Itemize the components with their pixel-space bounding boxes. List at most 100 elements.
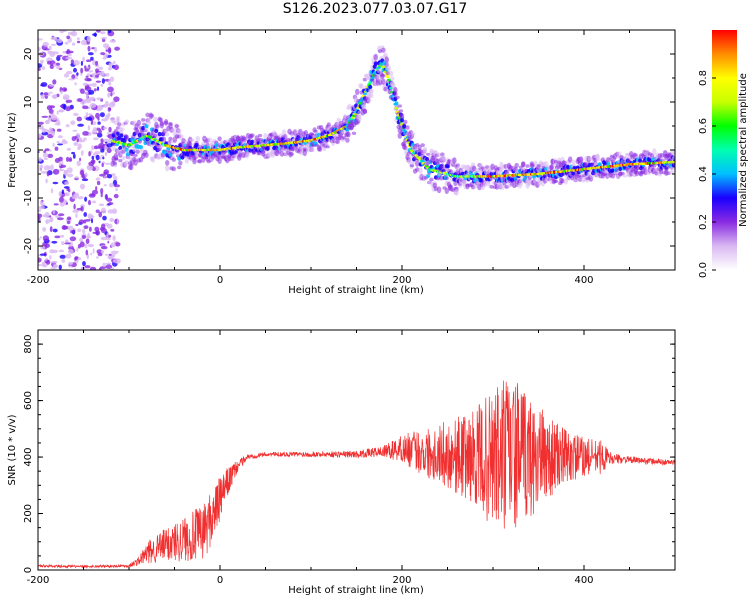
noise-blob [108, 138, 112, 144]
noise-blob [76, 160, 81, 167]
noise-blob [104, 152, 107, 157]
ridge-halo [305, 148, 311, 153]
noise-blob [102, 56, 107, 60]
noise-blob [103, 126, 107, 130]
noise-blob [56, 38, 63, 44]
noise-blob [108, 107, 112, 111]
noise-blob [93, 137, 99, 141]
noise-blob [56, 217, 64, 221]
noise-blob [98, 267, 102, 270]
noise-blob [38, 213, 43, 219]
noise-blob [77, 244, 81, 249]
y-tick-label: 20 [23, 48, 34, 61]
noise-blob [75, 223, 79, 227]
noise-blob [70, 120, 76, 125]
noise-blob [73, 141, 79, 146]
noise-blob [60, 234, 65, 238]
ridge-halo [192, 158, 197, 165]
ridge-halo [393, 87, 398, 94]
noise-blob [106, 197, 113, 202]
noise-blob [107, 131, 110, 135]
ridge-halo [124, 134, 129, 141]
ridge-halo [399, 112, 405, 120]
noise-blob [58, 264, 62, 270]
noise-blob [62, 139, 66, 143]
noise-blob [65, 253, 72, 259]
noise-blob [61, 189, 65, 194]
noise-blob [113, 96, 120, 102]
noise-blob [86, 235, 92, 239]
noise-blob [63, 104, 66, 111]
noise-blob [65, 124, 70, 128]
noise-blob [91, 129, 97, 135]
ridge-halo [150, 156, 156, 163]
ridge-halo [281, 129, 287, 136]
noise-blob [56, 140, 60, 144]
noise-blob [41, 131, 49, 136]
noise-blob [39, 168, 42, 172]
noise-blob [81, 39, 88, 46]
ridge-halo [197, 159, 203, 164]
noise-blob [56, 110, 59, 115]
ridge-halo [381, 47, 386, 53]
noise-blob [67, 248, 74, 255]
ridge-halo [383, 52, 388, 58]
noise-blob [53, 263, 57, 268]
ridge-halo [415, 160, 420, 167]
ridge-edge [402, 124, 407, 129]
noise-blob [44, 243, 50, 248]
noise-blob [87, 52, 94, 56]
ridge-halo [149, 113, 155, 118]
noise-blob [77, 98, 83, 102]
noise-blob [112, 91, 115, 95]
noise-blob [66, 147, 72, 151]
ridge-edge [610, 168, 615, 173]
ridge-halo [171, 157, 176, 162]
ridge-core [370, 76, 375, 80]
noise-blob [105, 264, 113, 270]
noise-blob [57, 54, 63, 57]
noise-blob [57, 168, 65, 172]
noise-blob [80, 150, 84, 156]
noise-blob [92, 248, 95, 254]
ridge-halo [439, 175, 444, 181]
noise-blob [90, 56, 94, 61]
ridge-halo [395, 95, 400, 99]
noise-blob [113, 184, 121, 188]
noise-blob [87, 45, 91, 52]
noise-blob [52, 228, 58, 233]
noise-blob [52, 181, 59, 185]
noise-blob [54, 122, 61, 126]
noise-blob [49, 149, 52, 152]
ridge-edge [566, 164, 570, 170]
noise-blob [70, 230, 75, 234]
noise-blob [56, 55, 61, 62]
ridge-halo [144, 152, 149, 158]
noise-blob [87, 165, 94, 171]
ridge-halo [283, 134, 288, 141]
noise-blob [38, 63, 43, 68]
noise-blob [107, 112, 111, 118]
ridge-halo [568, 156, 573, 163]
noise-blob [97, 72, 103, 75]
ridge-halo [553, 179, 559, 183]
y-tick-label: 0 [23, 567, 34, 573]
noise-blob [59, 254, 66, 259]
noise-blob [41, 115, 49, 118]
noise-blob [64, 181, 70, 185]
ridge-halo [549, 164, 554, 170]
noise-blob [79, 183, 86, 190]
ridge-halo [385, 71, 390, 76]
noise-blob [108, 183, 114, 188]
noise-blob [79, 241, 85, 248]
ridge-halo [310, 146, 315, 153]
noise-blob [95, 154, 100, 161]
ridge-halo [525, 164, 530, 168]
noise-blob [81, 178, 89, 182]
noise-blob [99, 112, 105, 118]
noise-blob [51, 131, 56, 136]
noise-blob [65, 106, 72, 112]
noise-blob [71, 151, 75, 155]
noise-blob [60, 90, 63, 95]
